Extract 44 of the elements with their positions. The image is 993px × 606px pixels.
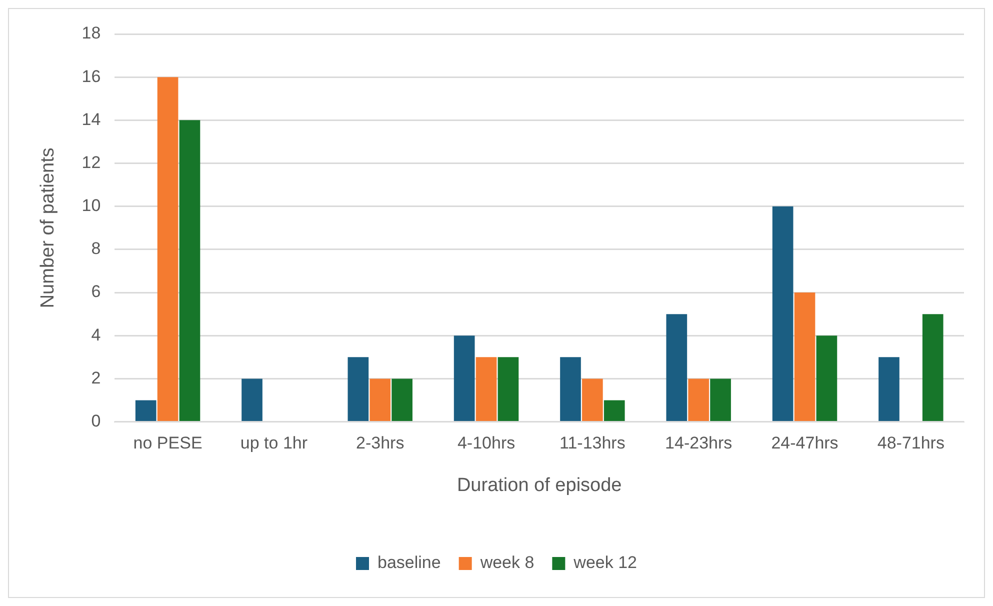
y-tick-label: 14 <box>82 110 101 129</box>
y-tick-label: 0 <box>91 411 101 430</box>
x-tick-label: 14-23hrs <box>665 434 732 453</box>
y-tick-label: 8 <box>91 239 101 258</box>
bar <box>348 357 369 422</box>
bar <box>242 378 262 422</box>
bar <box>370 378 391 422</box>
bar <box>878 357 900 422</box>
y-axis-title: Number of patients <box>38 148 59 308</box>
legend-label: baseline <box>377 553 441 572</box>
legend-label: week 12 <box>572 553 638 572</box>
bar <box>392 378 412 422</box>
bar <box>772 206 794 422</box>
bar <box>476 357 497 422</box>
bar <box>604 400 625 422</box>
bar <box>666 314 688 422</box>
x-tick-label: 24-47hrs <box>771 434 838 453</box>
y-tick-label: 12 <box>82 152 101 172</box>
bar <box>560 357 581 422</box>
bar <box>179 120 200 422</box>
bar <box>794 292 816 422</box>
y-tick-label: 16 <box>82 66 101 86</box>
x-tick-label: 48-71hrs <box>877 434 944 453</box>
bar <box>816 336 838 422</box>
y-tick-label: 4 <box>91 325 101 344</box>
x-tick-label: 4-10hrs <box>457 434 516 453</box>
bar <box>157 77 178 422</box>
y-tick-label: 6 <box>91 282 101 302</box>
x-tick-label: 2-3hrs <box>356 434 404 453</box>
y-tick-label: 18 <box>82 24 101 43</box>
bar <box>922 314 944 422</box>
x-tick-label: up to 1hr <box>240 434 308 453</box>
bar <box>135 400 156 422</box>
x-tick-label: 11-13hrs <box>560 434 626 453</box>
legend-label: week 8 <box>479 553 534 572</box>
y-tick-label: 2 <box>91 368 101 388</box>
x-tick-label: no PESE <box>133 434 202 453</box>
x-axis-title: Duration of episode <box>456 474 622 496</box>
y-tick-label: 10 <box>82 196 101 216</box>
bar <box>454 336 475 422</box>
bar <box>688 378 710 422</box>
bar <box>582 378 603 422</box>
bar <box>710 378 731 422</box>
bar <box>498 357 519 422</box>
